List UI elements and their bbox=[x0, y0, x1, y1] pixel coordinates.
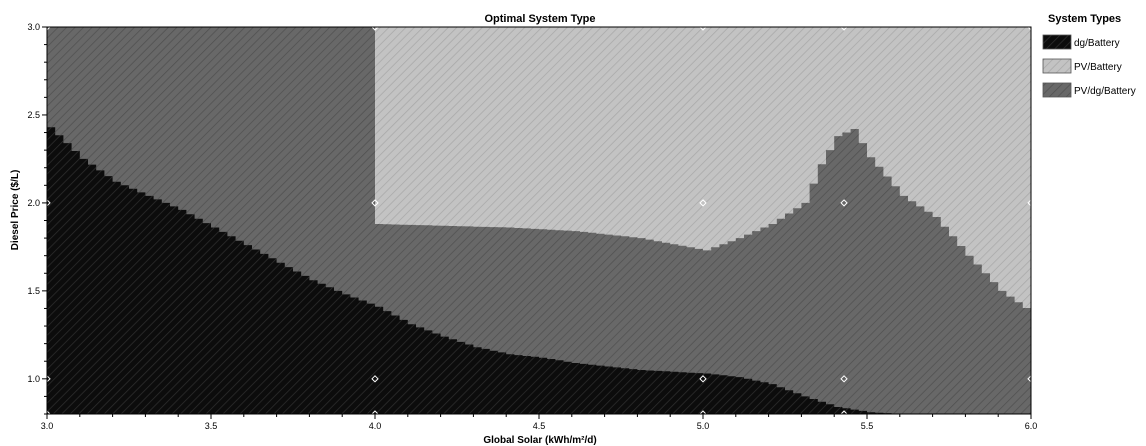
legend-swatch bbox=[1042, 34, 1072, 50]
legend-label: PV/Battery bbox=[1074, 62, 1122, 73]
x-tick-label: 5.5 bbox=[861, 421, 874, 431]
y-tick-label: 1.5 bbox=[27, 286, 40, 296]
x-tick-label: 3.5 bbox=[205, 421, 218, 431]
legend-swatch bbox=[1042, 58, 1072, 74]
region-dg-battery bbox=[47, 127, 900, 415]
x-tick-label: 4.5 bbox=[533, 421, 546, 431]
y-tick-label: 2.0 bbox=[27, 198, 40, 208]
x-tick-label: 5.0 bbox=[697, 421, 710, 431]
legend-label: dg/Battery bbox=[1074, 38, 1120, 49]
sample-point bbox=[699, 23, 707, 31]
y-axis: 1.0 1.5 2.0 2.5 3.0 bbox=[27, 22, 48, 415]
x-tick-label: 3.0 bbox=[41, 421, 54, 431]
x-axis: 3.0 3.5 4.0 4.5 5.0 5.5 6.0 bbox=[41, 413, 1038, 431]
region-pv-battery bbox=[375, 27, 1031, 308]
plot-area bbox=[43, 23, 1035, 418]
sample-point bbox=[699, 199, 707, 207]
y-tick-label: 3.0 bbox=[27, 22, 40, 32]
y-tick-label: 2.5 bbox=[27, 110, 40, 120]
y-axis-label: Diesel Price ($/L) bbox=[10, 170, 21, 251]
sample-point bbox=[840, 375, 848, 383]
sample-point bbox=[840, 199, 848, 207]
legend: System Types dg/Battery PV/Battery PV/dg/B… bbox=[1042, 13, 1136, 98]
chart-title: Optimal System Type bbox=[484, 13, 595, 25]
legend-title: System Types bbox=[1048, 13, 1121, 25]
sample-point bbox=[371, 375, 379, 383]
x-axis-label: Global Solar (kWh/m²/d) bbox=[483, 435, 596, 446]
legend-swatch bbox=[1042, 82, 1072, 98]
y-tick-label: 1.0 bbox=[27, 374, 40, 384]
sample-point bbox=[371, 199, 379, 207]
x-tick-label: 6.0 bbox=[1025, 421, 1038, 431]
x-tick-label: 4.0 bbox=[369, 421, 382, 431]
sample-point bbox=[840, 23, 848, 31]
sample-point bbox=[371, 23, 379, 31]
legend-label: PV/dg/Battery bbox=[1074, 86, 1136, 97]
sample-point bbox=[840, 410, 848, 418]
sample-point bbox=[699, 375, 707, 383]
